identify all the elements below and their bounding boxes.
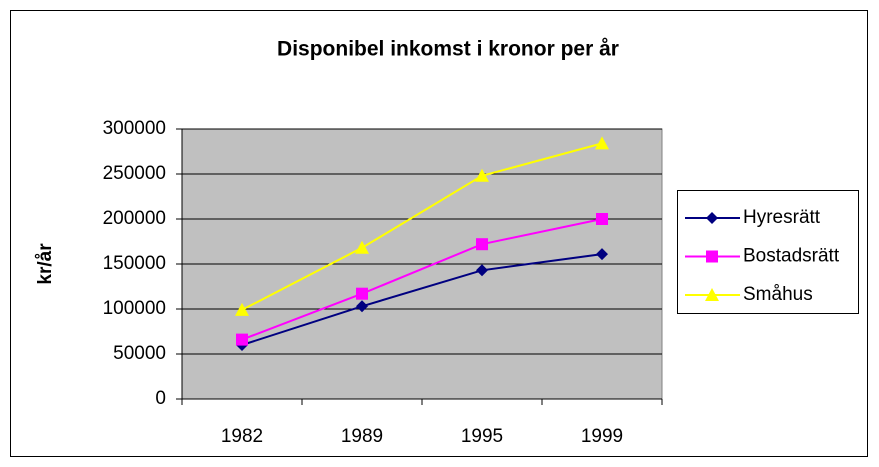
y-tick-label: 50000 [113,343,166,364]
legend-label: Bostadsrätt [743,246,840,267]
legend-marker [705,288,719,301]
legend-label: Hyresrätt [743,207,821,228]
marker [596,248,608,261]
y-tick-label: 250000 [103,163,166,184]
y-tick-label: 100000 [103,298,166,319]
marker [355,240,369,254]
marker [356,287,368,300]
x-tick-label: 1982 [221,426,263,447]
chart-title: Disponibel inkomst i kronor per år [277,38,619,61]
legend-marker [706,250,718,263]
marker [595,136,609,150]
series-line [241,142,603,311]
y-axis-label: kr/år [35,243,56,285]
series-line [241,218,603,341]
legend-label: Småhus [743,284,813,305]
marker [356,300,368,313]
x-tick-label: 1995 [461,426,503,447]
y-tick-label: 150000 [103,253,166,274]
y-tick-label: 0 [155,388,166,409]
marker [236,333,248,346]
marker [476,264,488,277]
marker [476,238,488,251]
marker [235,302,249,316]
y-tick-label: 300000 [103,118,166,139]
series-line [241,253,603,346]
legend-marker [706,212,718,224]
marker [475,168,489,182]
marker [596,213,608,225]
x-tick-label: 1999 [581,426,623,447]
x-tick-label: 1989 [341,426,383,447]
y-tick-label: 200000 [103,208,166,229]
